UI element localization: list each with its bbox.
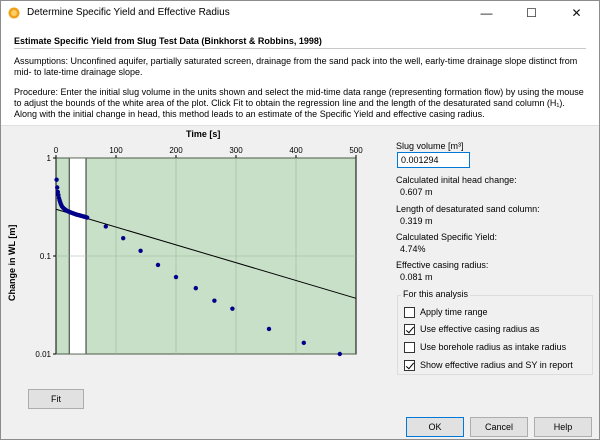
option-effective-casing-radius[interactable]: Use effective casing radius as (404, 323, 539, 335)
ok-button[interactable]: OK (406, 417, 464, 437)
description-panel: Estimate Specific Yield from Slug Test D… (1, 26, 599, 126)
apply-time-range-label: Apply time range (420, 307, 488, 317)
x-tick-label: 0 (54, 146, 59, 155)
desat-column-value: 0.319 m (400, 216, 433, 226)
data-point (121, 235, 126, 241)
section-heading: Estimate Specific Yield from Slug Test D… (14, 36, 322, 46)
data-point (337, 351, 342, 357)
slug-volume-label: Slug volume [m³] (396, 141, 464, 151)
y-tick-label: 0.1 (40, 252, 52, 261)
x-tick-label: 500 (349, 146, 363, 155)
option-show-in-report[interactable]: Show effective radius and SY in report (404, 359, 573, 371)
slug-test-chart[interactable]: 0 100 200 300 400 500 1 0.1 0.01 (1, 127, 381, 367)
head-change-value: 0.607 m (400, 187, 433, 197)
data-point (55, 185, 60, 190)
help-button[interactable]: Help (534, 417, 592, 437)
data-point (155, 262, 161, 268)
regression-line (55, 208, 357, 299)
data-point (85, 215, 90, 220)
app-icon (8, 7, 20, 19)
close-button[interactable]: ✕ (571, 6, 582, 20)
data-point (173, 274, 179, 280)
fit-button[interactable]: Fit (28, 389, 84, 409)
analysis-group-label: For this analysis (401, 289, 471, 299)
data-point (138, 248, 143, 253)
specific-yield-value: 4.74% (400, 244, 426, 254)
specific-yield-label: Calculated Specific Yield: (396, 232, 498, 242)
casing-radius-value: 0.081 m (400, 272, 433, 282)
apply-time-range-checkbox[interactable] (404, 306, 415, 318)
effective-casing-radius-label: Use effective casing radius as (420, 324, 540, 334)
desat-column-label: Length of desaturated sand column: (396, 204, 540, 214)
cancel-button[interactable]: Cancel (470, 417, 528, 437)
option-borehole-radius[interactable]: Use borehole radius as intake radius (404, 341, 566, 353)
show-in-report-label: Show effective radius and SY in report (420, 360, 573, 370)
data-point (230, 306, 235, 311)
x-tick-label: 200 (169, 146, 183, 155)
title-bar: Determine Specific Yield and Effective R… (1, 1, 599, 26)
option-apply-time-range[interactable]: Apply time range (404, 306, 488, 318)
casing-radius-label: Effective casing radius: (396, 260, 489, 270)
slug-volume-input[interactable] (397, 152, 470, 168)
effective-casing-radius-checkbox[interactable] (404, 323, 415, 335)
data-point (54, 177, 59, 182)
analysis-options-group (397, 295, 593, 375)
data-point (103, 224, 109, 229)
show-in-report-checkbox[interactable] (404, 359, 415, 371)
assumptions-text: Assumptions: Unconfined aquifer, partial… (14, 56, 578, 77)
data-point (193, 285, 198, 291)
x-tick-label: 400 (289, 146, 303, 155)
x-tick-label: 300 (229, 146, 243, 155)
data-point (212, 298, 217, 303)
y-tick-label: 0.01 (35, 350, 51, 359)
borehole-radius-label: Use borehole radius as intake radius (420, 342, 567, 352)
x-tick-label: 100 (109, 146, 123, 155)
y-tick-label: 1 (47, 154, 52, 163)
maximize-button[interactable]: ☐ (526, 6, 537, 20)
window-title: Determine Specific Yield and Effective R… (27, 7, 230, 18)
data-point (301, 340, 306, 346)
procedure-text: Procedure: Enter the initial slug volume… (14, 87, 584, 119)
minimize-button[interactable]: — (480, 6, 493, 20)
head-change-label: Calculated inital head change: (396, 175, 517, 185)
borehole-radius-checkbox[interactable] (404, 341, 415, 353)
heading-divider (14, 48, 586, 49)
data-point (266, 326, 272, 332)
x-axis-title: Time [s] (186, 129, 221, 139)
